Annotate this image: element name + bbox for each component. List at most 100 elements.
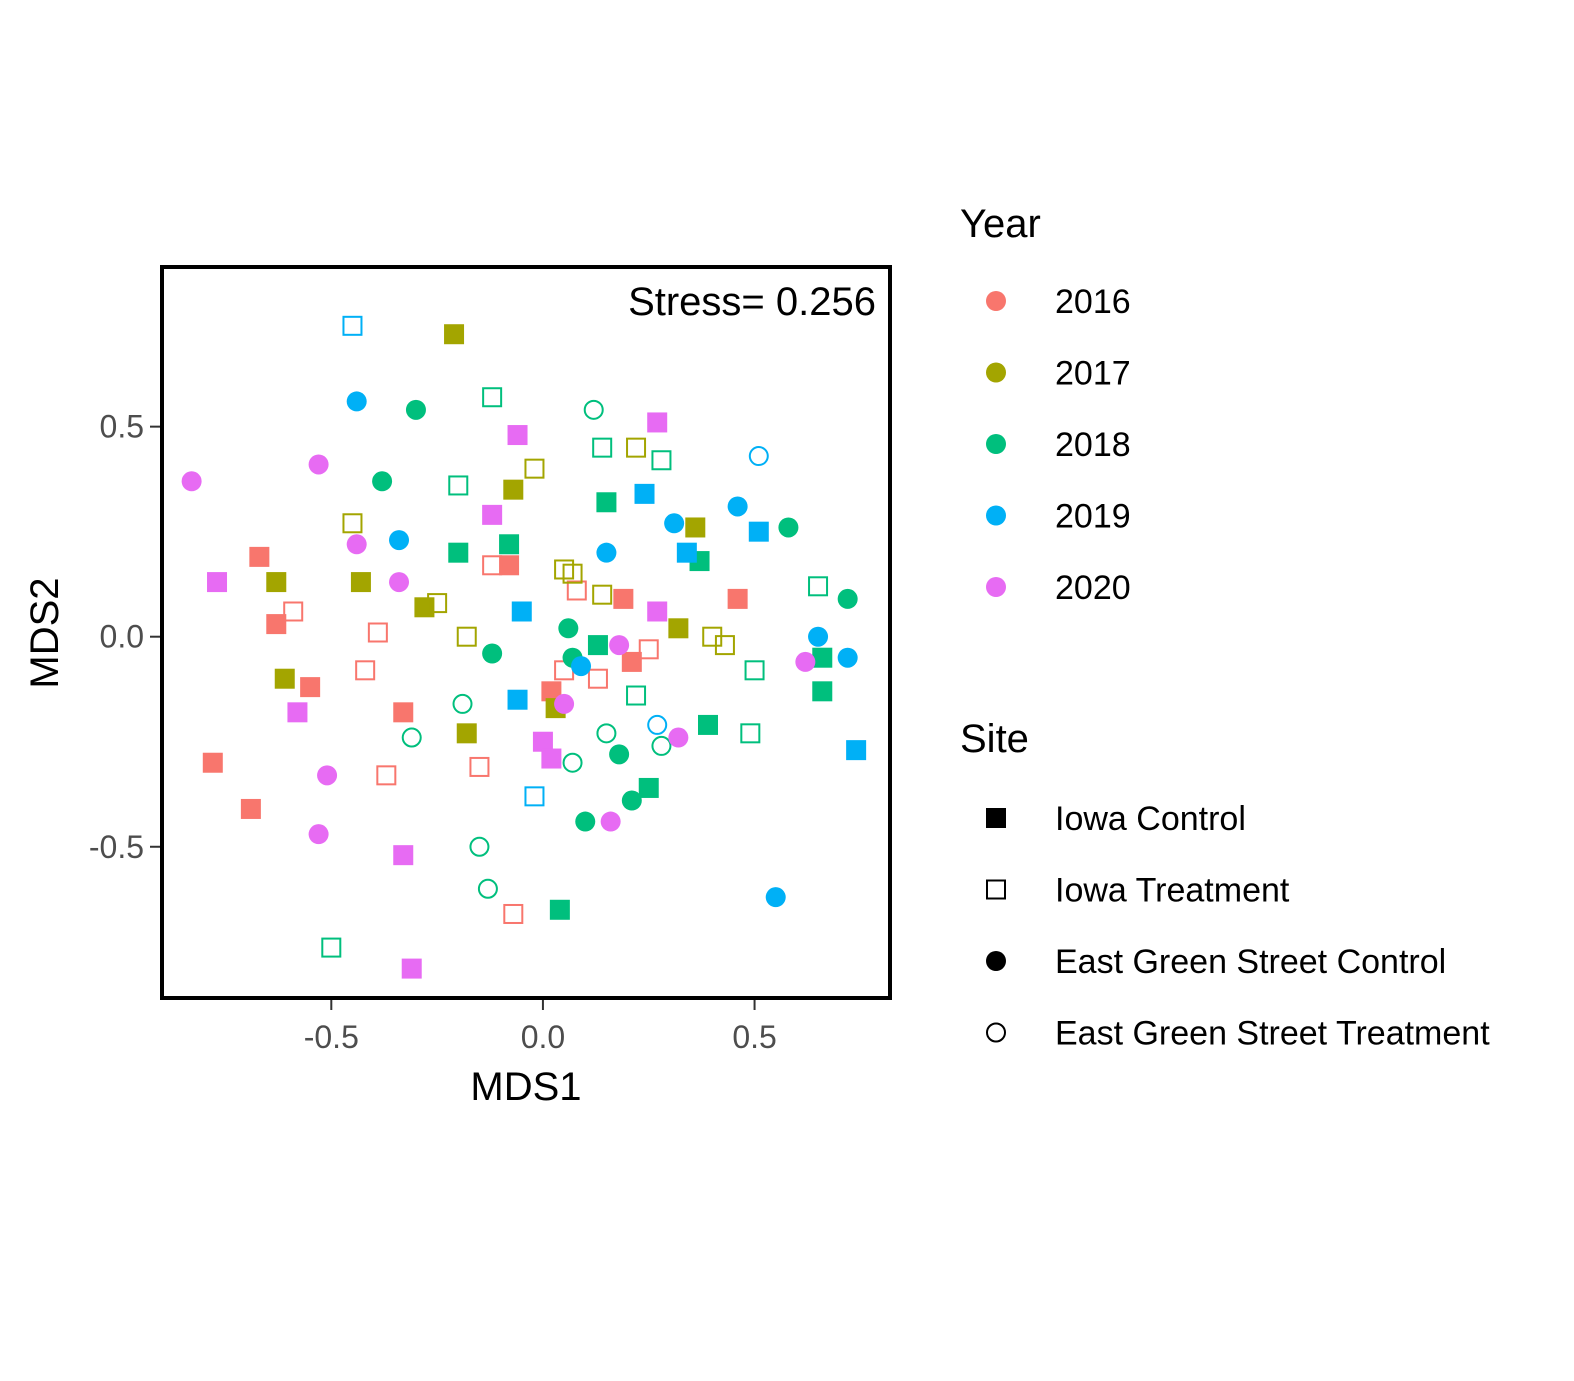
y-axis-title: MDS2: [23, 577, 67, 688]
data-point: [638, 777, 659, 798]
data-point: [274, 668, 295, 689]
data-point: [346, 534, 367, 555]
data-point: [355, 660, 376, 681]
data-point: [562, 563, 583, 584]
data-point: [511, 601, 532, 622]
data-point: [668, 618, 689, 639]
data-point: [748, 446, 769, 467]
x-tick-label: 0.0: [521, 1019, 565, 1055]
data-point: [566, 580, 587, 601]
data-point: [638, 639, 659, 660]
data-point: [778, 517, 799, 538]
data-point: [812, 647, 833, 668]
data-point: [765, 887, 786, 908]
legend-year-label: 2016: [1055, 283, 1131, 321]
data-point: [592, 437, 613, 458]
data-point: [626, 437, 647, 458]
data-point: [714, 635, 735, 656]
data-point: [808, 576, 829, 597]
data-point: [664, 513, 685, 534]
data-point: [266, 614, 287, 635]
data-point: [448, 475, 469, 496]
legend-year-key: [986, 434, 1006, 454]
data-point: [342, 513, 363, 534]
data-point: [668, 727, 689, 748]
data-point: [401, 727, 422, 748]
data-point: [613, 588, 634, 609]
data-point: [283, 601, 304, 622]
data-point: [456, 626, 477, 647]
data-point: [795, 651, 816, 672]
data-point: [651, 450, 672, 471]
data-point: [308, 454, 329, 475]
legend-site-key: [986, 808, 1006, 828]
data-point: [609, 744, 630, 765]
data-point: [507, 425, 528, 446]
data-point: [621, 651, 642, 672]
data-point: [837, 647, 858, 668]
data-point: [541, 681, 562, 702]
data-point: [634, 483, 655, 504]
data-point: [727, 588, 748, 609]
legend-year-label: 2017: [1055, 355, 1131, 393]
data-point: [482, 555, 503, 576]
data-point: [482, 504, 503, 525]
data-point: [389, 572, 410, 593]
data-point: [592, 584, 613, 605]
data-point: [249, 546, 270, 567]
data-point: [300, 677, 321, 698]
legend-year-label: 2020: [1055, 569, 1131, 607]
data-point: [367, 622, 388, 643]
data-point: [812, 681, 833, 702]
legend-site-label: East Green Street Control: [1055, 943, 1446, 981]
data-point: [346, 391, 367, 412]
data-point: [482, 387, 503, 408]
data-point: [452, 693, 473, 714]
data-point: [748, 521, 769, 542]
data-point: [740, 723, 761, 744]
data-point: [676, 542, 697, 563]
data-point: [524, 458, 545, 479]
data-point: [456, 723, 477, 744]
legend-year-label: 2019: [1055, 498, 1131, 536]
legend-year: Year 2016 2017 2018 2019 2020: [960, 202, 1131, 607]
data-point: [317, 765, 338, 786]
data-point: [393, 845, 414, 866]
data-point: [202, 752, 223, 773]
y-axis-ticks: -0.5 0.0 0.5: [89, 409, 160, 865]
data-point: [503, 903, 524, 924]
legend-site-label: Iowa Treatment: [1055, 872, 1290, 910]
data-point: [414, 597, 435, 618]
data-point: [846, 740, 867, 761]
data-point: [685, 517, 706, 538]
data-point: [596, 542, 617, 563]
data-point: [651, 735, 672, 756]
stress-annotation: Stress= 0.256: [628, 280, 876, 324]
data-point: [444, 324, 465, 345]
legend-site-label: East Green Street Treatment: [1055, 1015, 1490, 1053]
data-point: [575, 811, 596, 832]
y-tick-label: 0.5: [100, 409, 144, 445]
legend-year-key: [986, 505, 1006, 526]
data-point: [554, 693, 575, 714]
data-point: [549, 899, 570, 920]
data-point: [600, 811, 621, 832]
legend-site: Site Iowa Control Iowa Treatment East Gree…: [960, 717, 1490, 1053]
data-point: [477, 878, 498, 899]
data-point: [626, 685, 647, 706]
data-point: [727, 496, 748, 517]
data-point: [321, 937, 342, 958]
legend-site-key: [986, 951, 1006, 971]
data-point: [427, 593, 448, 614]
data-point: [621, 790, 642, 811]
data-point: [808, 626, 829, 647]
data-point: [393, 702, 414, 723]
data-point: [571, 656, 592, 677]
data-point: [405, 399, 426, 420]
legend-year-key: [986, 577, 1006, 597]
legend-year-key: [986, 362, 1006, 383]
data-point: [207, 572, 228, 593]
data-point: [587, 668, 608, 689]
data-point: [587, 635, 608, 656]
